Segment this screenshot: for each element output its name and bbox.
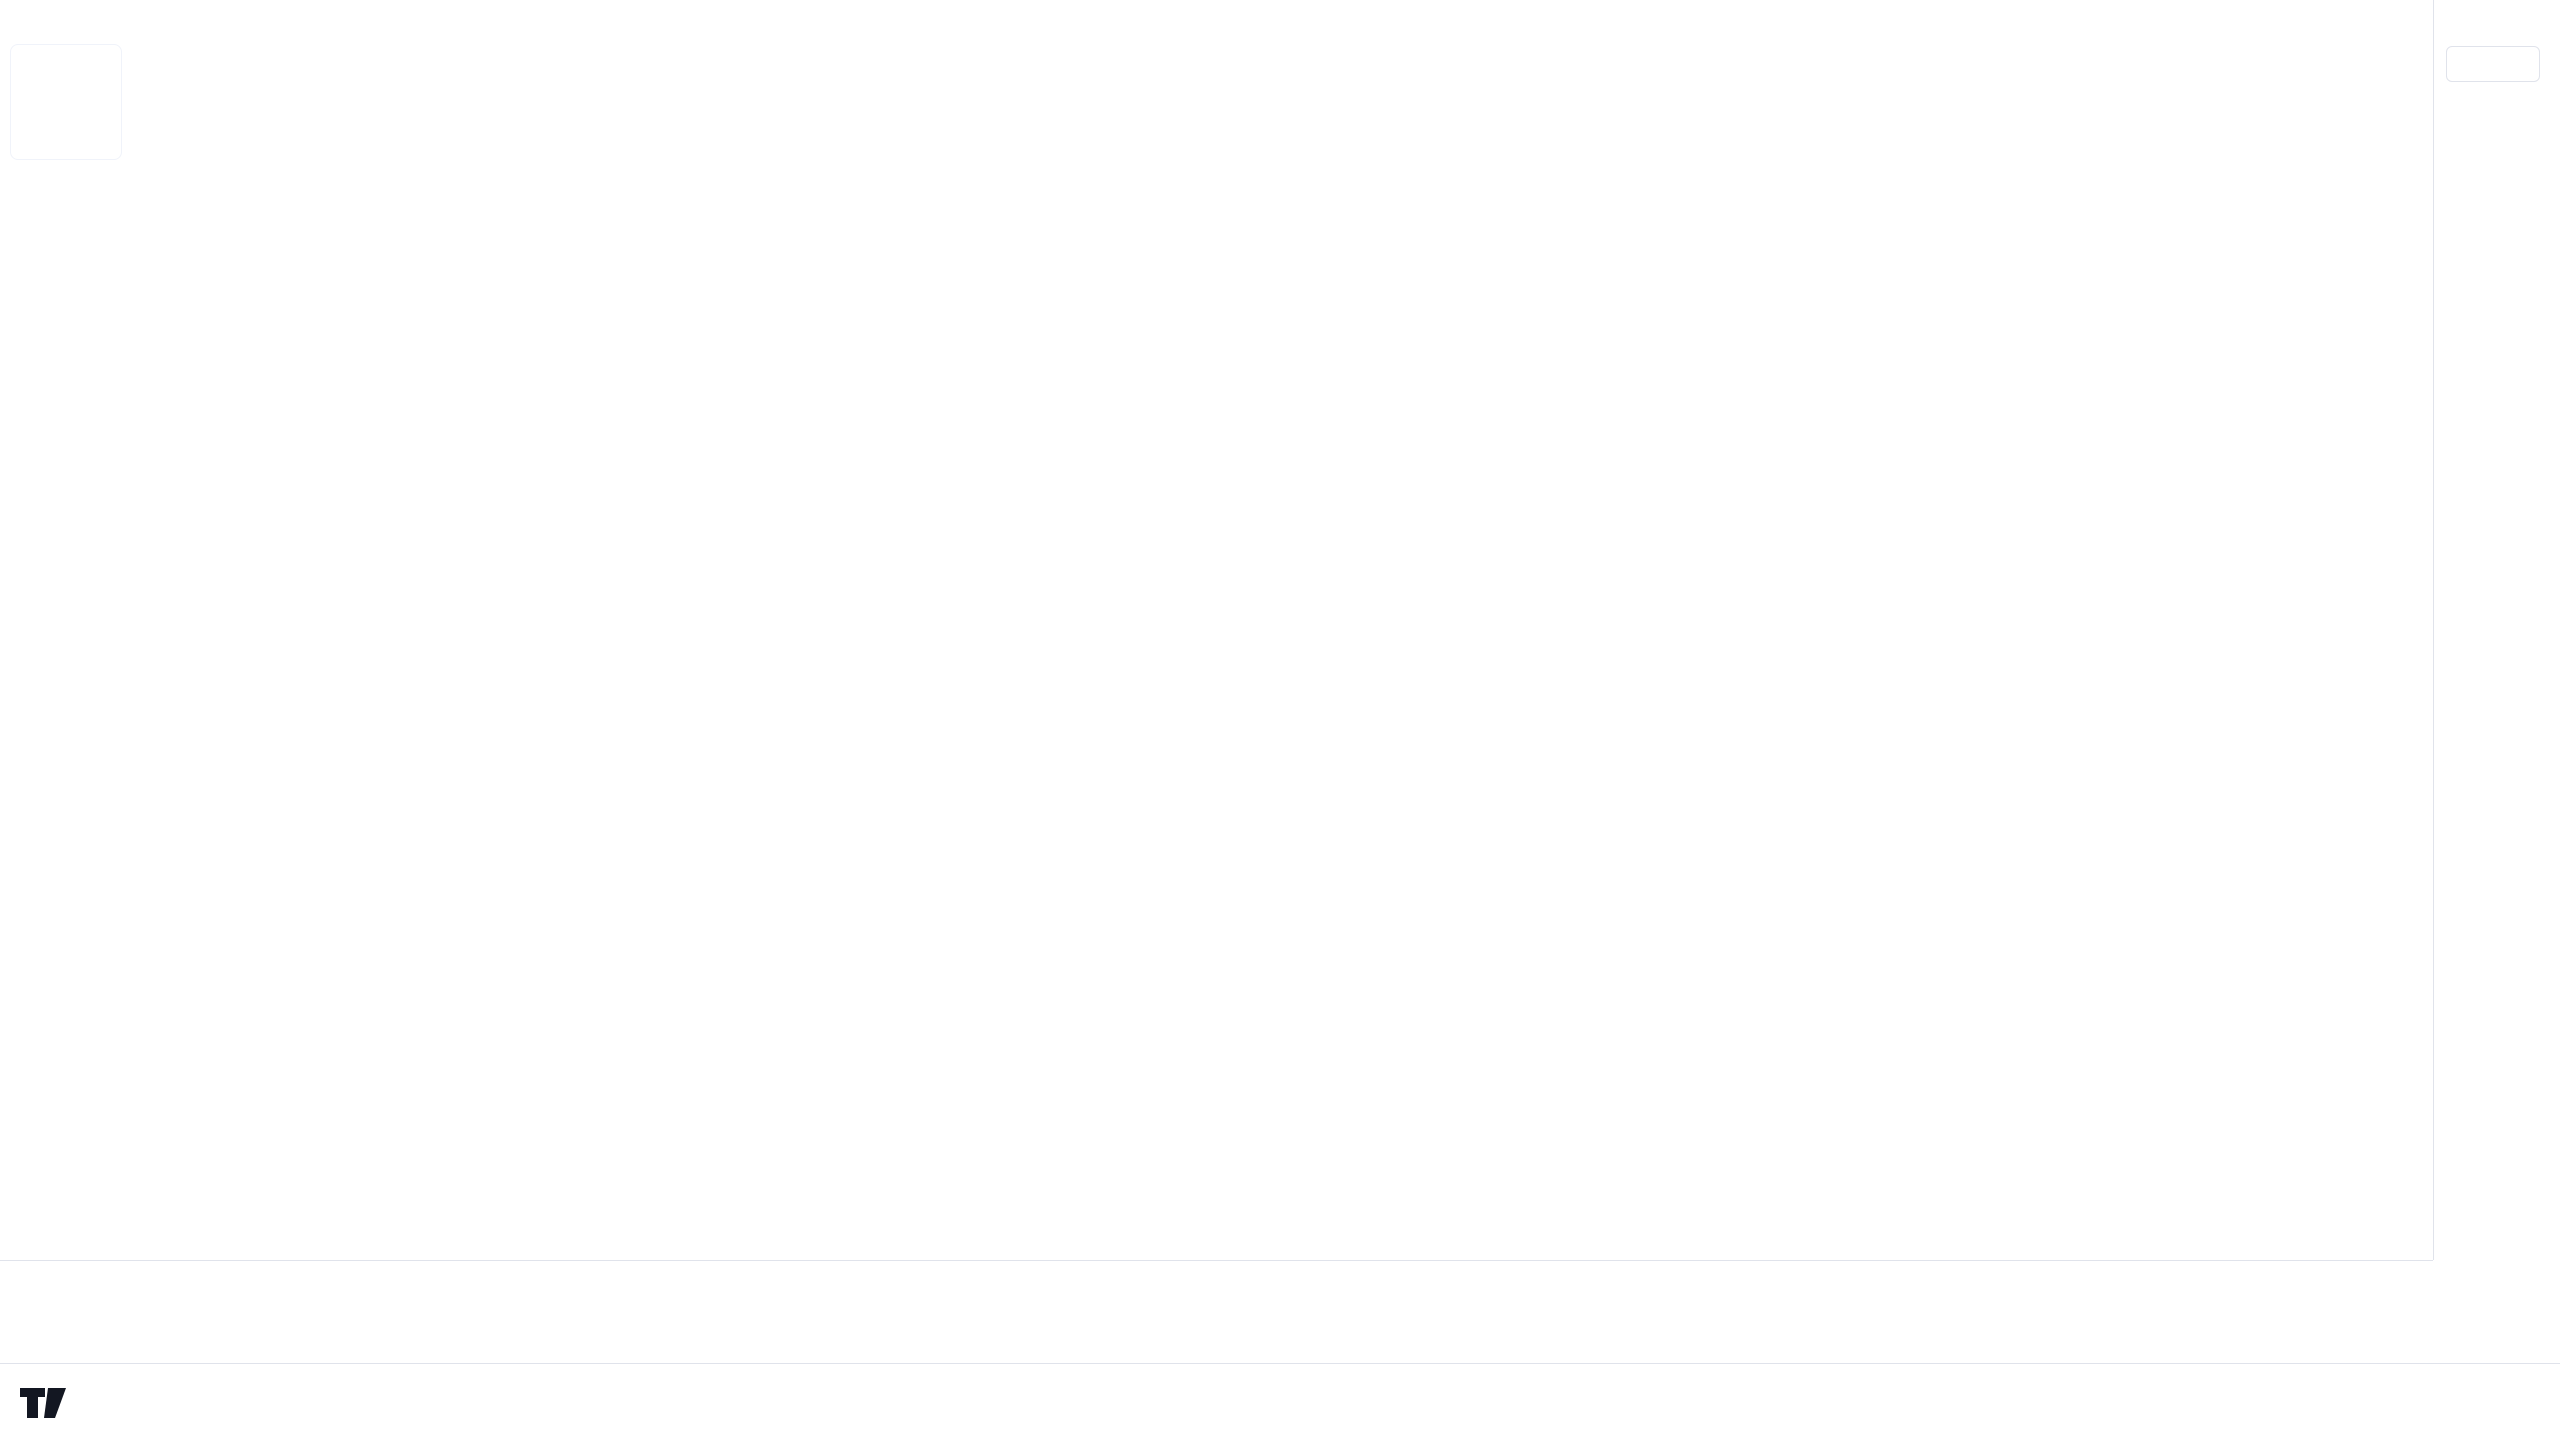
price-axis-border	[2433, 0, 2434, 1260]
legend-separator	[33, 54, 45, 75]
indicator-row-ema50[interactable]	[21, 77, 105, 101]
currency-button[interactable]	[2446, 46, 2540, 82]
tradingview-mark-icon	[20, 1388, 66, 1418]
time-axis-border	[0, 1260, 2433, 1261]
footer-border	[0, 1363, 2560, 1364]
indicator-row-supertrend[interactable]	[21, 125, 105, 149]
tradingview-logo[interactable]	[20, 1388, 76, 1424]
legend-panel	[10, 44, 122, 160]
indicator-row-ema100[interactable]	[21, 101, 105, 125]
legend-separator	[21, 54, 33, 75]
symbol-row[interactable]	[21, 53, 105, 77]
